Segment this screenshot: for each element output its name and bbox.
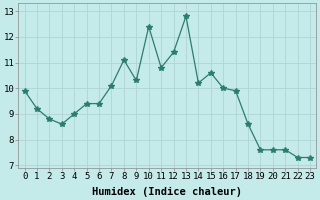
X-axis label: Humidex (Indice chaleur): Humidex (Indice chaleur) [92,186,242,197]
